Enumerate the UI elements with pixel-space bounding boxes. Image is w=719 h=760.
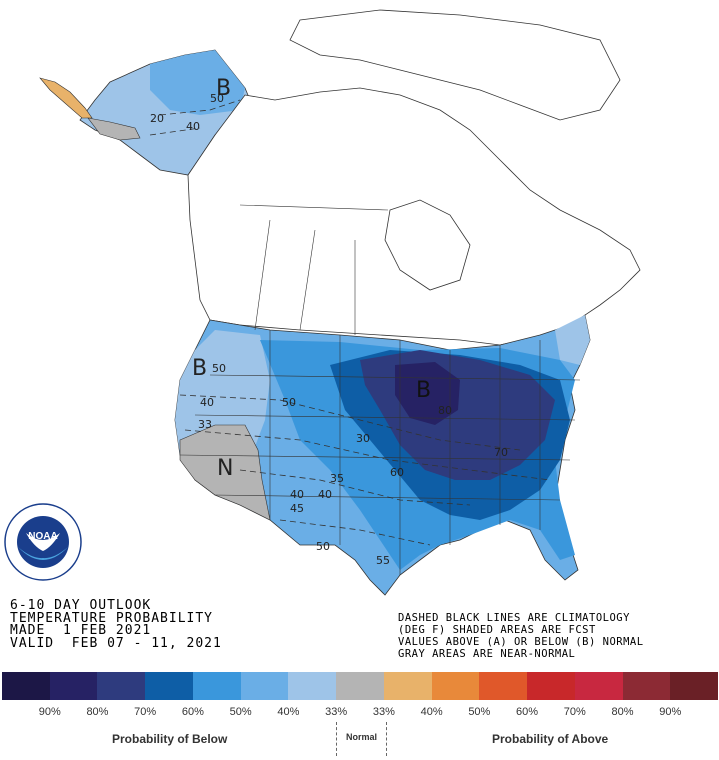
below-label-alaska: B [216, 76, 232, 101]
outlook-line-3: MADE 1 FEB 2021 [10, 623, 152, 638]
contour-40-sw-b: 40 [318, 488, 332, 501]
normal-caption: Normal [346, 732, 378, 742]
contour-50-alaska: 50 [210, 92, 224, 105]
province-lines [239, 204, 389, 335]
contour-70-midwest: 70 [494, 446, 508, 459]
legend-percent-11: 60% [516, 706, 539, 718]
outlook-line-2: TEMPERATURE PROBABILITY [10, 610, 214, 626]
contour-45-sw: 45 [290, 502, 304, 515]
legend-swatch-13 [574, 672, 623, 700]
contour-40-west: 40 [200, 396, 214, 409]
legend-swatch-10 [431, 672, 480, 700]
probability-above-caption: Probability of Above [492, 732, 609, 746]
noaa-logo-text: NOAA [28, 531, 57, 542]
forecast-map [39, 9, 641, 596]
state-lines [179, 330, 581, 575]
legend-color-bar [2, 672, 719, 700]
legend-swatch-15 [670, 672, 719, 700]
below-label-midwest: B [416, 378, 432, 403]
outlook-title-block: 6-10 DAY OUTLOOK TEMPERATURE PROBABILITY M… [10, 598, 222, 651]
legend-swatch-7 [288, 672, 337, 700]
legend-swatch-9 [383, 672, 432, 700]
legend-percent-4: 60% [181, 706, 204, 718]
note-line-4: GRAY AREAS ARE NEAR-NORMAL [398, 648, 576, 660]
legend-percent-1: 90% [38, 706, 61, 718]
note-line-1: DASHED BLACK LINES ARE CLIMATOLOGY [398, 612, 630, 624]
legend-swatch-2 [49, 672, 98, 700]
legend-percent-3: 70% [134, 706, 157, 718]
contour-50-midwest: 50 [282, 396, 296, 409]
alaska-b-zone [150, 50, 245, 115]
hudson-bay [384, 199, 471, 291]
arctic-islands [289, 9, 621, 121]
outlook-line-1: 6-10 DAY OUTLOOK [10, 598, 152, 613]
aleutian-orange [39, 77, 93, 119]
legend-swatch-11 [479, 672, 528, 700]
legend-swatch-5 [192, 672, 241, 700]
contour-30-midwest: 30 [356, 432, 370, 445]
legend-swatch-6 [240, 672, 289, 700]
legend-percent-6: 40% [277, 706, 300, 718]
outlook-line-4: VALID FEB 07 - 11, 2021 [10, 635, 222, 651]
contour-50-sw: 50 [316, 540, 330, 553]
legend-percent-14: 90% [659, 706, 682, 718]
legend-percent-9: 40% [420, 706, 443, 718]
legend-percent-7: 33% [325, 706, 348, 718]
contour-80-midwest: 80 [438, 404, 452, 417]
contour-20-alaska: 20 [150, 112, 164, 125]
legend-percent-2: 80% [86, 706, 109, 718]
contour-35-sw: 35 [330, 472, 344, 485]
legend-swatch-14 [622, 672, 671, 700]
legend-note-block: DASHED BLACK LINES ARE CLIMATOLOGY (DEG F… [398, 612, 644, 660]
legend-swatch-1 [2, 672, 50, 700]
normal-divider-right [386, 722, 387, 756]
contour-40-sw-a: 40 [290, 488, 304, 501]
normal-divider-left [336, 722, 337, 756]
legend-percent-13: 80% [611, 706, 634, 718]
legend-percent-10: 50% [468, 706, 491, 718]
noaa-logo: NOAA [4, 503, 82, 581]
near-normal-label: N [217, 456, 234, 481]
northeast-light [555, 315, 590, 365]
note-line-3: VALUES ABOVE (A) OR BELOW (B) NORMAL [398, 636, 644, 648]
legend-swatch-12 [527, 672, 575, 700]
contour-40-alaska: 40 [186, 120, 200, 133]
contour-50-west: 50 [212, 362, 226, 375]
contour-55-texas: 55 [376, 554, 390, 567]
legend-percent-12: 70% [563, 706, 586, 718]
aleutian-gray [87, 117, 141, 141]
contour-60-midwest: 60 [390, 466, 404, 479]
legend-percent-8: 33% [372, 706, 395, 718]
legend-percent-labels: 90% 80% 70% 60% 50% 40% 33% 33% 40% 50% 60% 70% 80% 9… [2, 706, 718, 720]
climatology-lines [149, 99, 551, 546]
legend-swatch-8 [336, 672, 384, 700]
probability-below-caption: Probability of Below [112, 732, 228, 746]
legend-percent-5: 50% [229, 706, 252, 718]
legend-swatch-4 [145, 672, 193, 700]
legend-swatch-3 [97, 672, 146, 700]
below-label-west: B [192, 356, 208, 381]
contour-33-west: 33 [198, 418, 212, 431]
note-line-2: (DEG F) SHADED AREAS ARE FCST [398, 624, 596, 636]
